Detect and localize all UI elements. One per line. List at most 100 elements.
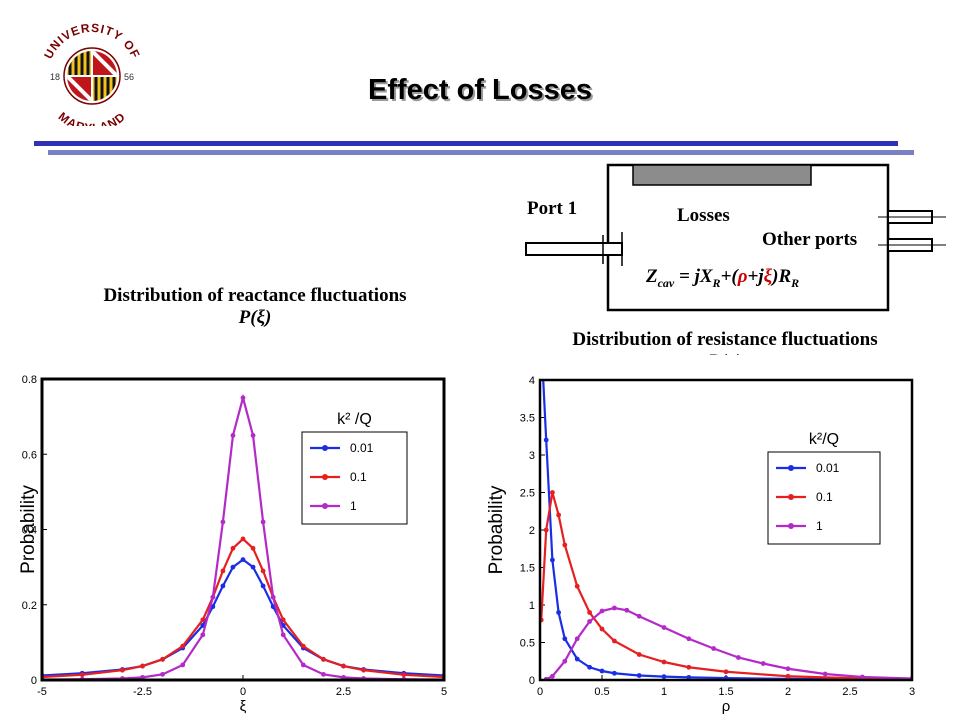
lossy-plate (632, 164, 812, 186)
logo-year-left: 18 (50, 72, 60, 82)
data-point (220, 568, 226, 574)
reactance-caption-line2: P(ξ) (238, 307, 272, 328)
data-point (210, 594, 216, 600)
y-tick-label: 0 (529, 675, 535, 687)
data-point (200, 632, 206, 638)
data-point (250, 564, 256, 570)
data-point (574, 636, 580, 642)
cavity-impedance-equation: Zcav = jXR+(ρ+jξ)RR (646, 266, 800, 290)
data-point (550, 490, 555, 495)
legend-title: k²/Q (809, 431, 839, 448)
data-point (240, 536, 246, 542)
data-point (624, 607, 630, 613)
data-point (321, 656, 326, 662)
legend-swatch-marker (322, 445, 328, 451)
data-point (612, 638, 617, 644)
data-point (361, 667, 366, 673)
data-point (200, 617, 206, 623)
data-point (574, 656, 580, 662)
y-tick-label: 0.4 (22, 525, 37, 537)
y-tick-label: 3.5 (520, 413, 535, 425)
legend-entry: 1 (816, 519, 823, 533)
data-point (562, 636, 568, 642)
data-point (587, 664, 592, 670)
y-tick-label: 0.2 (22, 600, 37, 612)
port-1-label: Port 1 (527, 198, 578, 219)
data-point (636, 673, 642, 678)
legend-entry: 0.1 (350, 470, 367, 484)
reactance-caption-line1: Distribution of reactance fluctuations (103, 285, 407, 306)
data-point (587, 619, 592, 624)
data-point (321, 671, 326, 677)
y-tick-label: 2.5 (520, 488, 535, 500)
legend-entry: 0.01 (816, 461, 840, 475)
y-tick-label: 0.5 (520, 638, 535, 650)
data-point (599, 608, 605, 614)
legend-swatch-marker (788, 494, 794, 500)
y-tick-label: 0.8 (22, 374, 37, 386)
other-ports-label: Other ports (762, 229, 858, 250)
data-point (543, 437, 549, 443)
y-tick-label: 0 (31, 675, 37, 687)
y-axis-label: Probability (18, 485, 39, 574)
data-point (686, 674, 692, 680)
title-rule-bottom (48, 150, 914, 155)
data-point (250, 433, 256, 438)
series-line-0.1 (540, 492, 912, 680)
legend-entry: 1 (350, 499, 357, 513)
data-point (556, 610, 561, 615)
resistance-caption-line1: Distribution of resistance fluctuations (572, 329, 878, 350)
data-point (760, 661, 766, 666)
data-point (341, 663, 346, 669)
x-tick-label: 2 (785, 686, 791, 698)
legend-entry: 0.01 (350, 441, 374, 455)
x-tick-label: 0 (240, 686, 246, 698)
x-tick-label: 0.5 (594, 686, 609, 698)
data-point (599, 626, 605, 632)
x-tick-label: -2.5 (133, 686, 152, 698)
losses-label: Losses (677, 205, 730, 226)
legend-swatch-marker (788, 523, 794, 529)
chart-background (0, 355, 476, 720)
data-point (300, 662, 306, 668)
data-point (723, 669, 729, 675)
chart-background (482, 355, 960, 720)
data-point (260, 583, 266, 589)
data-point (636, 613, 642, 619)
cavity-box (606, 163, 890, 312)
data-point (270, 594, 276, 600)
data-point (562, 542, 568, 548)
y-tick-label: 1 (529, 600, 535, 612)
x-tick-label: 5 (441, 686, 447, 698)
data-point (300, 643, 306, 649)
data-point (120, 667, 125, 673)
logo-year-right: 56 (124, 72, 134, 82)
data-point (612, 605, 617, 611)
y-axis-label: Probability (486, 485, 507, 574)
data-point (240, 557, 246, 562)
data-point (599, 668, 605, 674)
x-tick-label: 2.5 (842, 686, 857, 698)
data-point (220, 519, 226, 525)
x-tick-label: 2.5 (336, 686, 351, 698)
data-point (160, 671, 166, 677)
data-point (280, 617, 286, 623)
plot-frame (40, 377, 446, 682)
data-point (230, 545, 236, 551)
y-tick-label: 2 (529, 525, 535, 537)
reactance-distribution-chart: -5 -2.5 0 2.5 5 0 0.2 0.4 0.6 0.8 ξ Probability k² /… (0, 355, 476, 720)
data-point (401, 672, 407, 678)
x-axis-label: ρ (722, 698, 731, 715)
x-tick-label: 1.5 (718, 686, 733, 698)
legend-title: k² /Q (337, 411, 372, 428)
x-axis-label: ξ (240, 698, 247, 715)
logo-bottom-text: MARYLAND (56, 109, 128, 126)
data-point (160, 656, 166, 662)
data-point (140, 663, 145, 669)
data-point (785, 666, 791, 672)
svg-text:MARYLAND: MARYLAND (56, 109, 129, 126)
data-point (556, 512, 561, 518)
title-rule-top (34, 141, 898, 146)
x-tick-label: 1 (661, 686, 667, 698)
data-point (636, 652, 642, 657)
